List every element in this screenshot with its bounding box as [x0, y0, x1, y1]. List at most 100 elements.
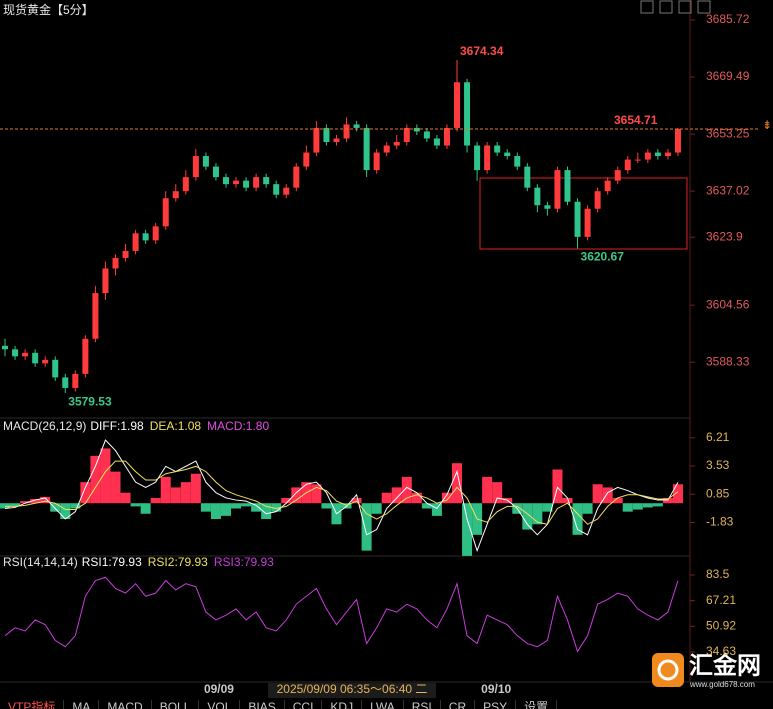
candle-body: [32, 352, 39, 364]
candle-body: [182, 177, 189, 192]
y-tick-label: 50.92: [706, 619, 736, 633]
candle-body: [474, 145, 481, 171]
macd-bar: [592, 484, 603, 504]
highlight-box: [479, 177, 688, 250]
candle-body: [253, 177, 260, 188]
candle-body: [202, 156, 209, 167]
macd-bar: [522, 503, 533, 530]
candle-body: [323, 127, 330, 142]
last-price-label: 3654.71: [614, 113, 658, 127]
macd-bar: [0, 503, 11, 509]
y-tick-label: -1.83: [706, 515, 734, 529]
candle-body: [584, 208, 591, 237]
candle-body: [554, 170, 561, 209]
macd-bar: [492, 482, 503, 504]
macd-bar: [120, 492, 131, 504]
tab[interactable]: KDJ: [322, 700, 363, 709]
candle-body: [353, 124, 360, 128]
tab[interactable]: MA: [64, 700, 100, 709]
macd-bar: [361, 503, 372, 551]
candle-body: [504, 152, 511, 157]
candle-body: [132, 233, 139, 251]
candle-body: [273, 184, 280, 195]
macd-bar: [241, 503, 252, 507]
tab[interactable]: LWA: [362, 700, 404, 709]
candle-body: [544, 205, 551, 209]
tab[interactable]: BIAS: [240, 700, 285, 709]
legend-entry: RSI3:79.93: [214, 555, 274, 569]
macd-bar: [281, 497, 292, 504]
macd-bar: [20, 501, 31, 504]
macd-bar: [200, 503, 211, 512]
macd-bar: [100, 448, 111, 504]
y-tick-label: 67.21: [706, 593, 736, 607]
macd-bar: [622, 503, 633, 512]
macd-bar: [391, 487, 402, 504]
y-tick-label: 83.5: [706, 567, 730, 581]
candle-body: [634, 159, 641, 161]
macd-bar: [271, 503, 282, 512]
button[interactable]: [678, 0, 692, 14]
indicator-line: [4, 439, 679, 553]
macd-bar: [170, 487, 181, 504]
low-label: 3579.53: [68, 394, 112, 408]
button[interactable]: [640, 0, 654, 14]
candle-body: [42, 359, 49, 364]
candle-body: [534, 187, 541, 206]
y-tick-label: 3588.33: [706, 354, 750, 368]
macd-bar: [180, 482, 191, 504]
tab[interactable]: 设置: [516, 700, 558, 709]
candle-body: [192, 156, 199, 178]
candle-body: [393, 142, 400, 146]
candle-body: [403, 127, 410, 142]
macd-bar: [231, 503, 242, 509]
candle-body: [674, 128, 681, 153]
crosshair-label: 2025/09/09 06:35～06:40 二: [277, 682, 428, 696]
x-tick-label: 09/10: [481, 682, 511, 696]
macd-bar: [642, 503, 653, 508]
candle-body: [454, 82, 461, 128]
button[interactable]: [697, 0, 711, 14]
candle-body: [373, 152, 380, 171]
candle-body: [263, 177, 270, 185]
macd-bar: [452, 463, 463, 504]
candle-body: [212, 166, 219, 178]
tab[interactable]: CR: [441, 700, 476, 709]
macd-bar: [130, 503, 141, 507]
macd-bar: [602, 487, 613, 504]
legend-entry: RSI1:79.93: [82, 555, 142, 569]
tab[interactable]: CCI: [285, 700, 323, 709]
macd-bar: [160, 476, 171, 504]
y-tick-label: 3623.9: [706, 229, 743, 243]
macd-bar: [462, 503, 473, 556]
candle-body: [142, 233, 149, 241]
button[interactable]: [659, 0, 673, 14]
candle-body: [333, 138, 340, 142]
candle-body: [12, 349, 19, 357]
macd-bar: [190, 473, 201, 504]
macd-bar: [10, 503, 21, 507]
tab[interactable]: MACD: [99, 700, 152, 709]
tab[interactable]: BOLL: [152, 700, 200, 709]
logo-url: www.gold678.com: [689, 680, 755, 689]
candle-body: [624, 159, 631, 171]
tab[interactable]: RSI: [404, 700, 441, 709]
macd-bar: [321, 503, 332, 509]
x-tick-label: 09/09: [204, 682, 234, 696]
candle-body: [222, 177, 229, 185]
macd-bar: [30, 499, 41, 504]
y-tick-label: 34.63: [706, 644, 736, 658]
macd-bar: [40, 496, 51, 504]
tab[interactable]: PSY: [475, 700, 517, 709]
window-buttons[interactable]: [640, 0, 711, 14]
y-tick-label: 6.21: [706, 430, 730, 444]
rsi-line: [4, 576, 679, 653]
macd-bar: [60, 503, 71, 520]
legend-entry: RSI2:79.93: [148, 555, 208, 569]
panel-title: 现货黄金【5分】: [3, 2, 94, 17]
macd-bar: [110, 471, 121, 504]
tab[interactable]: VOL: [199, 700, 241, 709]
tab[interactable]: VTP指标: [0, 700, 65, 709]
candle-body: [443, 127, 450, 146]
